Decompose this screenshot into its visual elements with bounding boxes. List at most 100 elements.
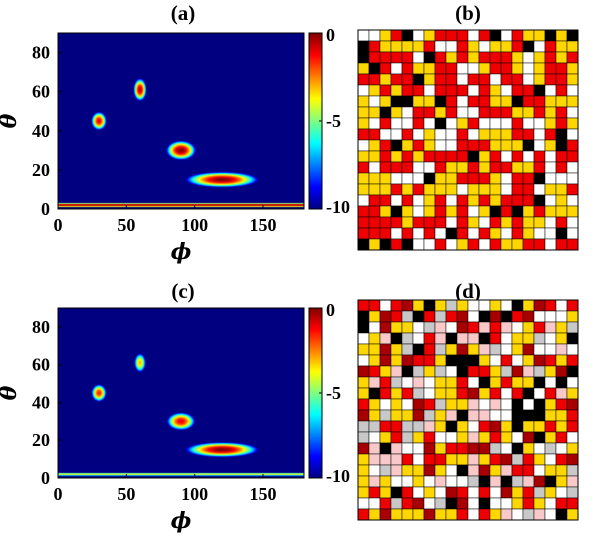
lattice-cell (511, 365, 524, 378)
lattice-cell (401, 431, 414, 444)
lattice-cell (467, 139, 480, 152)
lattice-cell (412, 475, 425, 488)
lattice-cell (533, 150, 546, 163)
lattice-cell (423, 238, 436, 251)
lattice-cell (555, 464, 568, 477)
lattice-cell (357, 420, 370, 433)
lattice-cell (357, 95, 370, 108)
lattice-cell (423, 497, 436, 510)
lattice-cell (544, 321, 557, 334)
lattice-cell (401, 227, 414, 240)
lattice-cell (368, 62, 381, 75)
lattice-cell (566, 194, 579, 207)
lattice-cell (456, 398, 469, 411)
lattice-cell (456, 321, 469, 334)
lattice-cell (401, 194, 414, 207)
lattice-cell (401, 51, 414, 64)
lattice-cell (401, 183, 414, 196)
lattice-cell (544, 238, 557, 251)
lattice-cell (500, 376, 513, 389)
lattice-cell (445, 238, 458, 251)
lattice-cell (456, 420, 469, 433)
lattice-cell (390, 128, 403, 141)
lattice-cell (467, 475, 480, 488)
lattice-cell (379, 332, 392, 345)
lattice-cell (500, 354, 513, 367)
lattice-cell (478, 409, 491, 422)
lattice-cell (489, 376, 502, 389)
lattice-cell (445, 216, 458, 229)
lattice-cell (522, 475, 535, 488)
lattice-cell (522, 387, 535, 400)
lattice-cell (511, 431, 524, 444)
lattice-cell (456, 73, 469, 86)
lattice-cell (412, 497, 425, 510)
lattice-cell (379, 95, 392, 108)
lattice-cell (511, 227, 524, 240)
lattice-cell (511, 183, 524, 196)
lattice-cell (478, 29, 491, 42)
lattice-cell (445, 194, 458, 207)
lattice-cell (456, 227, 469, 240)
lattice-cell (511, 128, 524, 141)
lattice-cell (456, 387, 469, 400)
lattice-cell (544, 464, 557, 477)
lattice-cell (511, 343, 524, 356)
lattice-cell (390, 321, 403, 334)
lattice-cell (445, 508, 458, 521)
lattice-cell (489, 238, 502, 251)
lattice-cell (478, 205, 491, 218)
lattice-cell (544, 216, 557, 229)
colorbar-c-image (309, 308, 322, 478)
lattice-cell (555, 128, 568, 141)
lattice-cell (511, 84, 524, 97)
lattice-cell (412, 172, 425, 185)
lattice-cell (423, 117, 436, 130)
lattice-cell (412, 238, 425, 251)
lattice-cell (445, 73, 458, 86)
lattice-cell (401, 161, 414, 174)
y-axis-label: θ (0, 113, 22, 128)
lattice-cell (401, 172, 414, 185)
lattice-cell (423, 376, 436, 389)
lattice-cell (544, 497, 557, 510)
lattice-cell (434, 238, 447, 251)
lattice-cell (544, 194, 557, 207)
lattice-cell (500, 205, 513, 218)
lattice-cell (423, 332, 436, 345)
lattice-cell (478, 387, 491, 400)
lattice-cell (533, 321, 546, 334)
lattice-cell (500, 150, 513, 163)
lattice-cell (511, 205, 524, 218)
lattice-cell (456, 29, 469, 42)
lattice-cell (544, 227, 557, 240)
lattice-cell (412, 299, 425, 312)
lattice-cell (412, 62, 425, 75)
lattice-cell (544, 128, 557, 141)
lattice-cell (511, 486, 524, 499)
lattice-cell (445, 332, 458, 345)
lattice-cell (467, 310, 480, 323)
lattice-cell (445, 51, 458, 64)
lattice-cell (412, 40, 425, 53)
lattice-cell (478, 486, 491, 499)
lattice-cell (390, 51, 403, 64)
lattice-cell (467, 453, 480, 466)
lattice-cell (379, 409, 392, 422)
lattice-cell (401, 95, 414, 108)
lattice-cell (544, 299, 557, 312)
lattice-cell (434, 73, 447, 86)
lattice-cell (434, 343, 447, 356)
y-tick-label: 80 (32, 43, 50, 63)
lattice-cell (511, 409, 524, 422)
lattice-cell (489, 227, 502, 240)
lattice-cell (390, 161, 403, 174)
lattice-cell (456, 332, 469, 345)
lattice-cell (412, 365, 425, 378)
lattice-cell (434, 475, 447, 488)
lattice-cell (533, 161, 546, 174)
lattice-cell (368, 475, 381, 488)
lattice-cell (390, 431, 403, 444)
lattice-cell (533, 205, 546, 218)
lattice-cell (533, 409, 546, 422)
